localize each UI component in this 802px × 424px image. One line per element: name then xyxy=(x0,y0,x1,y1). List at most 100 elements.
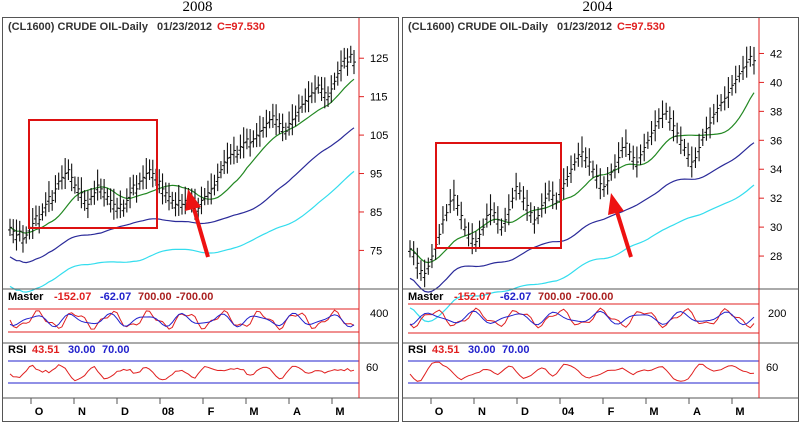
ma-cyan-line xyxy=(409,184,755,323)
price-bar xyxy=(623,129,628,157)
ma-navy-line xyxy=(9,127,355,264)
price-bar xyxy=(59,165,64,190)
chart-close-label: C=97.530 xyxy=(617,21,665,33)
price-bar xyxy=(199,186,204,215)
price-bar xyxy=(313,75,318,103)
price-bar xyxy=(53,175,58,203)
price-bar xyxy=(528,202,533,223)
price-bar xyxy=(525,189,530,221)
price-bar xyxy=(675,122,680,144)
price-tick-label: 75 xyxy=(370,245,382,257)
price-bar xyxy=(682,138,687,157)
price-bar xyxy=(212,174,217,196)
price-bar xyxy=(576,142,581,167)
master-value-4: -700.00 xyxy=(576,291,613,303)
rsi-label: RSI xyxy=(408,344,426,356)
x-tick-label: N xyxy=(78,406,86,418)
price-bar xyxy=(128,177,133,209)
master-value-3: 700.00 xyxy=(138,291,172,303)
price-bar xyxy=(408,240,412,258)
price-bar xyxy=(235,145,240,163)
price-bar xyxy=(118,190,123,219)
price-bar xyxy=(14,219,19,251)
price-bar xyxy=(248,129,253,157)
price-bar xyxy=(17,220,22,242)
price-bar xyxy=(598,168,603,200)
chart-panel-2008: (CL1600) CRUDE OIL-Daily 01/23/2012 C=97… xyxy=(2,17,399,422)
price-bar xyxy=(231,136,236,165)
price-bar xyxy=(719,94,724,112)
chart-symbol-label: (CL1600) CRUDE OIL-Daily xyxy=(8,21,149,33)
price-bar xyxy=(532,206,537,234)
price-bar xyxy=(642,133,647,162)
price-bar xyxy=(594,164,599,189)
rsi-red-line xyxy=(9,364,355,382)
price-bar xyxy=(547,180,552,202)
price-bar xyxy=(444,204,449,222)
price-bar xyxy=(722,86,727,111)
rsi-value-3: 70.00 xyxy=(102,344,130,356)
price-bar xyxy=(303,88,308,113)
rsi-line xyxy=(9,364,355,382)
chart-date-label: 01/23/2012 xyxy=(157,21,212,33)
price-bar xyxy=(678,126,683,155)
price-bar xyxy=(741,55,746,80)
price-bar xyxy=(514,172,519,201)
price-bar xyxy=(342,47,347,69)
price-bar xyxy=(470,223,475,255)
price-bar xyxy=(440,206,445,234)
master-oscillator-lines xyxy=(409,307,755,329)
price-tick-label: 115 xyxy=(370,92,388,104)
ma-cyan-line xyxy=(9,170,355,293)
price-bar xyxy=(477,220,482,249)
price-bar xyxy=(708,107,713,139)
price-bar xyxy=(455,195,460,216)
price-bar xyxy=(82,190,87,211)
price-bar xyxy=(277,113,282,134)
master-value-2: -62.07 xyxy=(100,291,131,303)
x-tick-label: D xyxy=(121,406,129,418)
ma-green-line xyxy=(409,92,755,264)
price-bar xyxy=(561,168,566,200)
red-arrow xyxy=(608,193,633,258)
price-bar xyxy=(335,61,340,86)
price-bar xyxy=(283,122,288,140)
price-tick-label: 28 xyxy=(770,251,782,263)
master-value-2: -62.07 xyxy=(500,291,531,303)
x-tick-label: D xyxy=(521,406,529,418)
price-bar xyxy=(150,159,155,188)
price-bar xyxy=(274,104,279,136)
price-bar xyxy=(730,74,735,96)
price-bar xyxy=(418,260,423,281)
price-bar xyxy=(290,104,295,136)
price-bar xyxy=(108,188,113,213)
price-bar xyxy=(711,103,716,125)
price-bar xyxy=(539,193,544,218)
price-bar xyxy=(8,218,12,236)
rsi-line xyxy=(409,361,755,382)
master-label: Master xyxy=(8,291,44,303)
rsi-axis-tick: 60 xyxy=(366,362,378,374)
price-bar xyxy=(241,127,246,159)
price-bar xyxy=(700,128,705,147)
price-bar xyxy=(293,105,298,127)
price-bar xyxy=(209,173,214,205)
x-tick-label: A xyxy=(293,406,301,418)
price-bar xyxy=(218,161,223,179)
chart-close-label: C=97.530 xyxy=(217,21,265,33)
master-value-1: -152.07 xyxy=(54,291,91,303)
rsi-value-3: 70.00 xyxy=(502,344,530,356)
price-bar xyxy=(565,166,570,187)
price-bar xyxy=(43,192,48,217)
x-axis-labels: O N D 04 F M A M xyxy=(430,398,745,418)
price-tick-label: 42 xyxy=(770,48,782,60)
price-bar xyxy=(244,128,249,150)
rsi-label: RSI xyxy=(8,344,26,356)
price-bar xyxy=(345,48,350,76)
moving-average-navy xyxy=(409,142,755,293)
price-bar xyxy=(667,106,672,131)
price-bar xyxy=(339,50,344,82)
price-bar xyxy=(280,113,285,142)
price-bar xyxy=(144,158,149,190)
red-arrow xyxy=(185,189,210,258)
